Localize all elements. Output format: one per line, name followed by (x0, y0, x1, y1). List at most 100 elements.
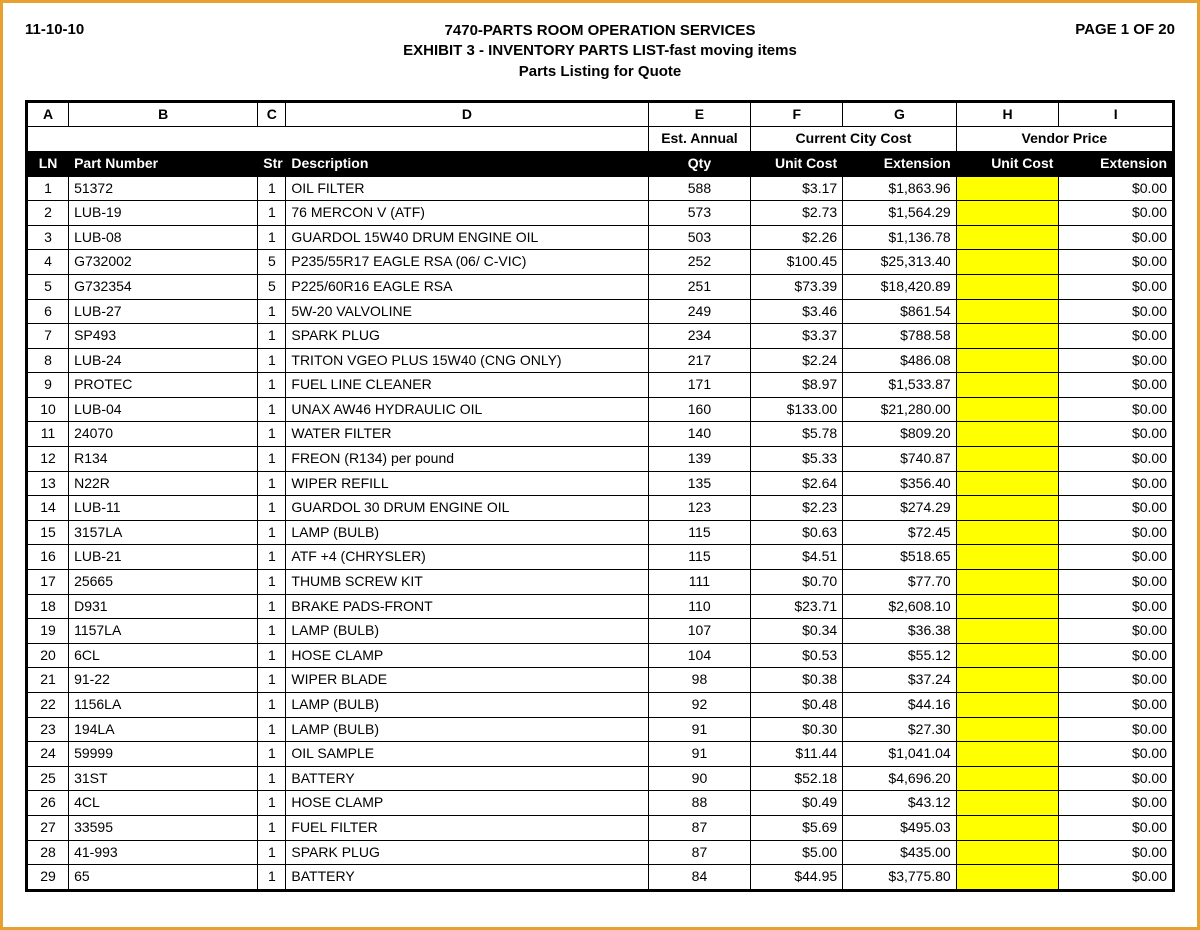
cell-ln: 20 (28, 643, 69, 668)
cell-desc: FUEL FILTER (286, 815, 648, 840)
cell-desc: SPARK PLUG (286, 840, 648, 865)
cell-ln: 4 (28, 250, 69, 275)
table-row: 191157LA1LAMP (BULB)107$0.34$36.38$0.00 (28, 619, 1173, 644)
cell-desc: BATTERY (286, 865, 648, 890)
cell-unit-cost: $5.33 (751, 447, 843, 472)
col-letter: B (69, 102, 258, 127)
cell-extension: $55.12 (843, 643, 957, 668)
cell-qty: 87 (648, 815, 751, 840)
table-row: 2LUB-19176 MERCON V (ATF)573$2.73$1,564.… (28, 201, 1173, 226)
cell-vendor-extension: $0.00 (1059, 668, 1173, 693)
cell-unit-cost: $11.44 (751, 742, 843, 767)
cell-qty: 503 (648, 225, 751, 250)
cell-desc: LAMP (BULB) (286, 717, 648, 742)
cell-str: 5 (258, 250, 286, 275)
cell-qty: 107 (648, 619, 751, 644)
cell-vendor-extension: $0.00 (1059, 643, 1173, 668)
cell-extension: $788.58 (843, 324, 957, 349)
title-block: 7470-PARTS ROOM OPERATION SERVICES EXHIB… (135, 21, 1065, 82)
cell-unit-cost: $52.18 (751, 766, 843, 791)
cell-desc: LAMP (BULB) (286, 520, 648, 545)
parts-table-wrap: A B C D E F G H I Est. Annual Current Ci… (25, 100, 1175, 892)
cell-str: 1 (258, 840, 286, 865)
cell-ln: 18 (28, 594, 69, 619)
cell-str: 1 (258, 766, 286, 791)
cell-part: LUB-19 (69, 201, 258, 226)
cell-str: 1 (258, 545, 286, 570)
cell-ln: 9 (28, 373, 69, 398)
cell-qty: 135 (648, 471, 751, 496)
table-row: 2841-9931SPARK PLUG87$5.00$435.00$0.00 (28, 840, 1173, 865)
cell-qty: 252 (648, 250, 751, 275)
cell-extension: $435.00 (843, 840, 957, 865)
cell-part: 41-993 (69, 840, 258, 865)
cell-qty: 87 (648, 840, 751, 865)
cell-desc: THUMB SCREW KIT (286, 570, 648, 595)
cell-desc: UNAX AW46 HYDRAULIC OIL (286, 397, 648, 422)
cell-extension: $274.29 (843, 496, 957, 521)
table-row: 18D9311BRAKE PADS-FRONT110$23.71$2,608.1… (28, 594, 1173, 619)
group-blank (28, 127, 649, 152)
col-letter: I (1059, 102, 1173, 127)
cell-str: 1 (258, 791, 286, 816)
cell-extension: $495.03 (843, 815, 957, 840)
cell-qty: 88 (648, 791, 751, 816)
cell-ln: 1 (28, 176, 69, 201)
cell-unit-cost: $0.34 (751, 619, 843, 644)
cell-str: 1 (258, 668, 286, 693)
cell-qty: 588 (648, 176, 751, 201)
hdr-extension: Extension (843, 151, 957, 176)
cell-ln: 16 (28, 545, 69, 570)
cell-extension: $25,313.40 (843, 250, 957, 275)
cell-part: 59999 (69, 742, 258, 767)
table-row: 2191-221WIPER BLADE98$0.38$37.24$0.00 (28, 668, 1173, 693)
cell-vendor-unit-cost (956, 373, 1059, 398)
cell-extension: $44.16 (843, 693, 957, 718)
cell-vendor-extension: $0.00 (1059, 693, 1173, 718)
cell-str: 1 (258, 865, 286, 890)
cell-desc: FUEL LINE CLEANER (286, 373, 648, 398)
cell-desc: LAMP (BULB) (286, 619, 648, 644)
cell-part: LUB-27 (69, 299, 258, 324)
cell-ln: 2 (28, 201, 69, 226)
col-letter: E (648, 102, 751, 127)
cell-str: 1 (258, 570, 286, 595)
cell-unit-cost: $5.78 (751, 422, 843, 447)
cell-qty: 160 (648, 397, 751, 422)
cell-vendor-unit-cost (956, 791, 1059, 816)
cell-extension: $518.65 (843, 545, 957, 570)
cell-vendor-extension: $0.00 (1059, 766, 1173, 791)
cell-unit-cost: $23.71 (751, 594, 843, 619)
cell-str: 1 (258, 742, 286, 767)
cell-desc: HOSE CLAMP (286, 791, 648, 816)
cell-unit-cost: $2.23 (751, 496, 843, 521)
cell-part: 3157LA (69, 520, 258, 545)
table-row: 23194LA1LAMP (BULB)91$0.30$27.30$0.00 (28, 717, 1173, 742)
cell-qty: 115 (648, 545, 751, 570)
cell-extension: $356.40 (843, 471, 957, 496)
cell-qty: 234 (648, 324, 751, 349)
cell-ln: 19 (28, 619, 69, 644)
cell-ln: 12 (28, 447, 69, 472)
hdr-str: Str (258, 151, 286, 176)
table-row: 16LUB-211ATF +4 (CHRYSLER)115$4.51$518.6… (28, 545, 1173, 570)
cell-vendor-extension: $0.00 (1059, 742, 1173, 767)
cell-part: LUB-11 (69, 496, 258, 521)
cell-part: R134 (69, 447, 258, 472)
cell-vendor-unit-cost (956, 717, 1059, 742)
table-row: 17256651THUMB SCREW KIT111$0.70$77.70$0.… (28, 570, 1173, 595)
cell-qty: 111 (648, 570, 751, 595)
cell-qty: 139 (648, 447, 751, 472)
cell-vendor-extension: $0.00 (1059, 594, 1173, 619)
col-letter: D (286, 102, 648, 127)
cell-vendor-extension: $0.00 (1059, 545, 1173, 570)
cell-part: 91-22 (69, 668, 258, 693)
cell-unit-cost: $0.38 (751, 668, 843, 693)
cell-qty: 84 (648, 865, 751, 890)
cell-qty: 104 (648, 643, 751, 668)
cell-vendor-extension: $0.00 (1059, 791, 1173, 816)
cell-vendor-unit-cost (956, 545, 1059, 570)
cell-vendor-unit-cost (956, 594, 1059, 619)
cell-qty: 110 (648, 594, 751, 619)
cell-qty: 217 (648, 348, 751, 373)
